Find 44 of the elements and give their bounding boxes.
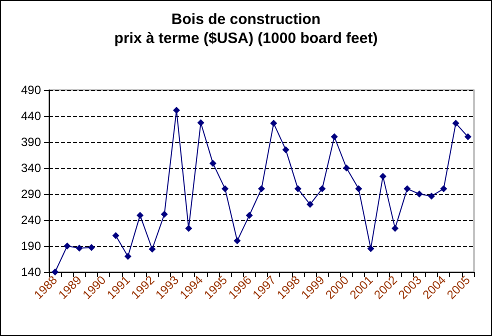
point xyxy=(343,164,350,172)
point xyxy=(379,172,386,180)
point xyxy=(404,185,411,192)
y-tick-label: 440 xyxy=(20,109,42,123)
point xyxy=(112,232,120,240)
point xyxy=(282,146,290,154)
point xyxy=(234,237,241,244)
point xyxy=(173,106,180,114)
point xyxy=(76,244,83,252)
point xyxy=(88,244,95,252)
point xyxy=(246,212,253,219)
point xyxy=(367,245,374,252)
y-tick-label: 290 xyxy=(20,187,42,201)
point xyxy=(197,119,204,126)
point xyxy=(52,268,59,276)
point xyxy=(258,185,265,192)
y-tick-label: 240 xyxy=(20,213,42,227)
point xyxy=(136,212,144,219)
point xyxy=(440,185,448,192)
point xyxy=(452,120,460,127)
point xyxy=(392,224,399,232)
point xyxy=(222,185,229,192)
point xyxy=(64,242,71,250)
point xyxy=(270,120,278,127)
point xyxy=(294,185,302,192)
point xyxy=(416,190,423,198)
y-tick-label: 190 xyxy=(20,239,42,253)
point xyxy=(185,224,192,232)
y-tick-label: 490 xyxy=(20,83,42,97)
point xyxy=(355,185,362,192)
point xyxy=(209,160,216,167)
point xyxy=(306,200,314,208)
point xyxy=(148,246,156,253)
point xyxy=(318,185,326,192)
y-tick-label: 340 xyxy=(20,161,42,175)
point xyxy=(124,252,132,260)
point xyxy=(464,133,472,140)
chart-subtitle: prix à terme ($USA) (1000 board feet) xyxy=(114,30,378,47)
point xyxy=(330,133,338,140)
y-tick-label: 390 xyxy=(20,135,42,149)
point xyxy=(160,210,168,218)
y-tick-label: 140 xyxy=(20,265,42,279)
chart-title: Bois de construction xyxy=(171,11,321,28)
point xyxy=(428,192,435,200)
